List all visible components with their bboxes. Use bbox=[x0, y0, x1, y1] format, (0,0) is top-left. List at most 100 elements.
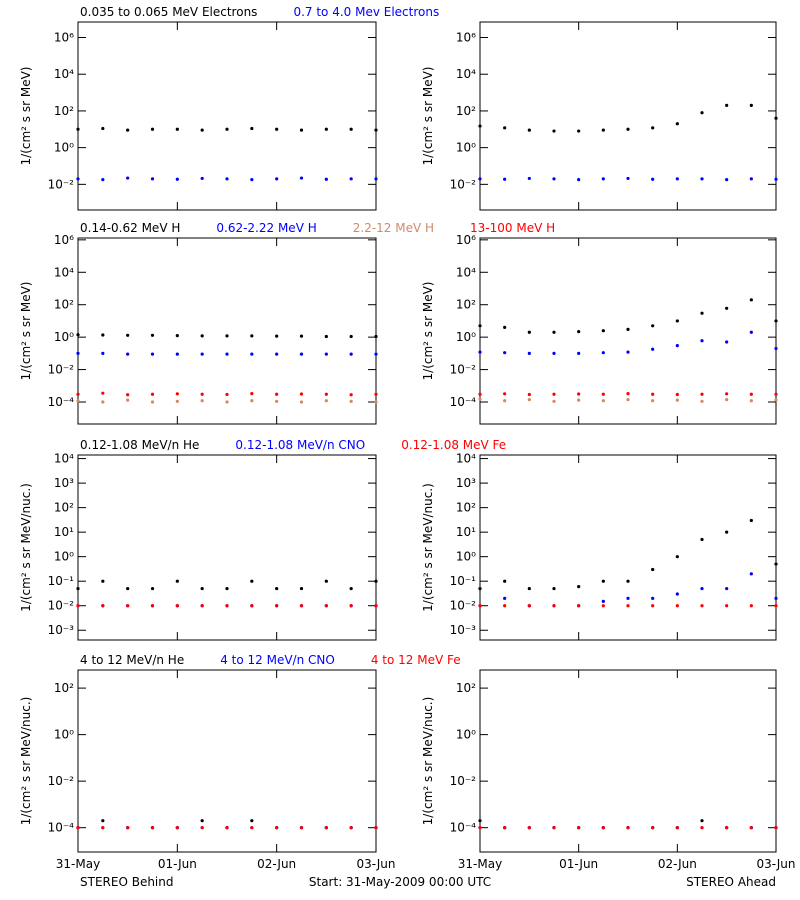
data-point bbox=[774, 177, 778, 181]
data-point bbox=[626, 596, 630, 600]
data-point bbox=[577, 178, 581, 182]
data-point bbox=[675, 122, 679, 126]
legend-label: 0.12-1.08 MeV/n CNO bbox=[235, 438, 365, 452]
data-point bbox=[700, 111, 704, 115]
data-point bbox=[324, 352, 328, 356]
data-point bbox=[503, 604, 507, 608]
data-point bbox=[503, 126, 507, 130]
y-tick-label: 10² bbox=[54, 681, 74, 695]
data-point bbox=[601, 826, 605, 830]
data-point bbox=[725, 586, 729, 591]
y-tick-label: 10³ bbox=[54, 476, 74, 490]
legend-label: 0.62-2.22 MeV H bbox=[216, 221, 316, 235]
data-point bbox=[349, 826, 353, 830]
data-point bbox=[374, 604, 378, 608]
data-point bbox=[250, 391, 254, 396]
x-tick-label: 31-May bbox=[56, 857, 100, 871]
data-point bbox=[150, 392, 155, 396]
data-point bbox=[601, 604, 605, 608]
data-point bbox=[527, 826, 531, 830]
data-point bbox=[200, 399, 204, 403]
y-axis-label: 1/(cm² s sr MeV/nuc.) bbox=[421, 483, 435, 612]
y-tick-label: 10⁻¹ bbox=[48, 574, 75, 588]
data-point bbox=[503, 596, 507, 600]
data-point bbox=[250, 579, 254, 583]
data-point bbox=[626, 391, 630, 396]
data-point bbox=[552, 586, 556, 591]
data-point bbox=[700, 604, 704, 608]
data-point bbox=[76, 127, 80, 131]
data-point bbox=[725, 103, 729, 108]
data-point bbox=[478, 124, 482, 128]
data-point bbox=[126, 333, 130, 337]
data-point bbox=[700, 339, 704, 343]
data-point bbox=[725, 530, 729, 534]
data-point bbox=[324, 177, 328, 181]
data-point bbox=[299, 392, 304, 396]
data-point bbox=[577, 329, 581, 334]
data-point bbox=[76, 392, 80, 396]
y-tick-label: 10¹ bbox=[456, 525, 476, 539]
data-point bbox=[101, 579, 105, 583]
data-point bbox=[527, 586, 531, 591]
data-point bbox=[774, 596, 778, 600]
data-point bbox=[725, 392, 729, 396]
data-point bbox=[651, 347, 655, 351]
data-point bbox=[749, 604, 753, 608]
legend-label: 0.12-1.08 MeV/n He bbox=[80, 438, 199, 452]
data-point bbox=[774, 346, 778, 351]
data-point bbox=[175, 177, 179, 181]
data-point bbox=[349, 399, 353, 403]
data-point bbox=[601, 177, 605, 181]
data-point bbox=[527, 351, 531, 355]
data-point bbox=[275, 127, 279, 131]
data-point bbox=[200, 128, 204, 132]
data-point bbox=[527, 604, 531, 608]
data-point bbox=[374, 352, 378, 356]
y-tick-label: 10² bbox=[456, 681, 476, 695]
data-point bbox=[749, 826, 753, 830]
y-tick-label: 10⁻³ bbox=[450, 623, 477, 637]
data-point bbox=[725, 398, 729, 402]
panel-title: STEREO Behind bbox=[80, 875, 174, 889]
data-point bbox=[275, 399, 279, 403]
data-point bbox=[700, 586, 704, 591]
start-label: Start: 31-May-2009 00:00 UTC bbox=[309, 875, 491, 889]
legend-label: 0.12-1.08 MeV Fe bbox=[401, 438, 506, 452]
data-point bbox=[725, 178, 729, 182]
data-point bbox=[324, 334, 328, 339]
data-point bbox=[175, 399, 179, 403]
y-axis-label: 1/(cm² s sr MeV) bbox=[19, 67, 33, 166]
y-tick-label: 10² bbox=[54, 298, 74, 312]
data-point bbox=[101, 400, 105, 404]
y-tick-label: 10⁴ bbox=[54, 67, 74, 81]
y-tick-label: 10⁻² bbox=[450, 599, 477, 613]
data-point bbox=[324, 127, 328, 131]
data-point bbox=[175, 826, 179, 830]
y-tick-label: 10³ bbox=[456, 476, 476, 490]
data-point bbox=[675, 392, 679, 397]
x-tick-label: 01-Jun bbox=[158, 857, 197, 871]
data-point bbox=[626, 398, 630, 402]
y-tick-label: 10⁻² bbox=[48, 363, 75, 377]
data-point bbox=[651, 596, 655, 600]
data-point bbox=[250, 352, 254, 356]
data-point bbox=[478, 324, 482, 328]
legend-label: 0.7 to 4.0 Mev Electrons bbox=[293, 5, 439, 19]
data-point bbox=[626, 350, 630, 354]
panel-title: STEREO Ahead bbox=[686, 875, 776, 889]
data-point bbox=[651, 604, 655, 608]
y-tick-label: 10² bbox=[54, 104, 74, 118]
data-point bbox=[76, 177, 80, 181]
y-tick-label: 10⁻² bbox=[48, 177, 75, 191]
x-tick-label: 31-May bbox=[458, 857, 502, 871]
x-tick-label: 02-Jun bbox=[658, 857, 697, 871]
data-point bbox=[374, 334, 378, 339]
data-point bbox=[349, 334, 353, 339]
data-point bbox=[651, 392, 655, 396]
data-point bbox=[552, 399, 556, 403]
legend-label: 4 to 12 MeV Fe bbox=[371, 653, 461, 667]
data-point bbox=[324, 392, 328, 396]
y-tick-label: 10⁴ bbox=[54, 452, 74, 466]
